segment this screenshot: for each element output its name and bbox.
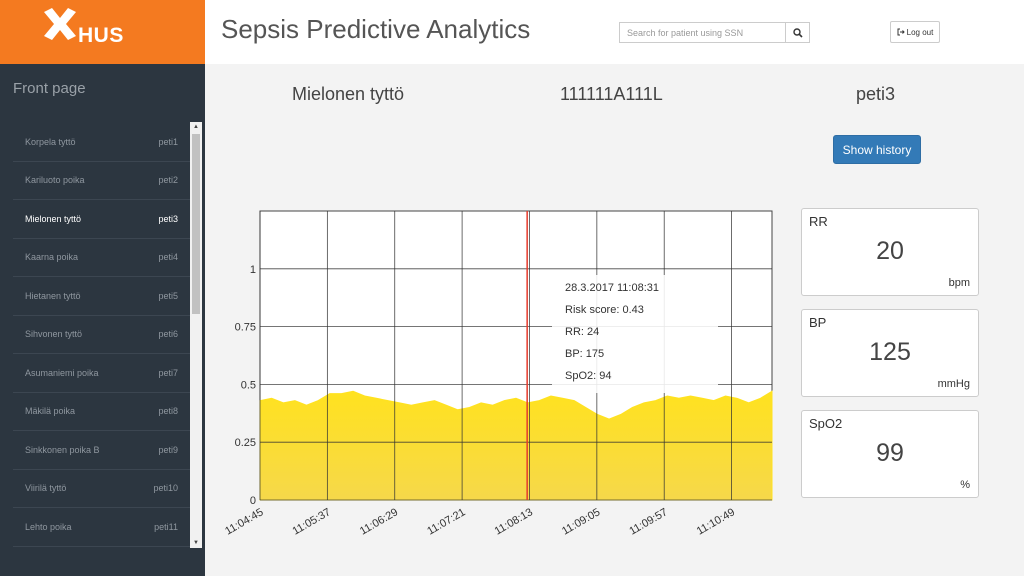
sidebar-patient-item[interactable]: Hietanen tyttö peti5 [13, 277, 190, 316]
vital-value: 125 [869, 338, 911, 366]
top-header: Sepsis Predictive Analytics Log out [205, 0, 1024, 64]
patient-list: Korpela tyttö peti1 Kariluoto poika peti2 Mi… [13, 123, 190, 547]
patient-item-name: Sihvonen tyttö [25, 329, 83, 340]
patient-item-bed: peti4 [158, 252, 178, 263]
vital-value: 20 [876, 237, 904, 265]
vital-value: 99 [876, 439, 904, 467]
sidebar-patient-item[interactable]: Kariluoto poika peti2 [13, 162, 190, 200]
sidebar: Front page [0, 64, 205, 576]
y-tick-label: 1 [250, 264, 256, 276]
hus-logo[interactable]: HUS [0, 0, 205, 64]
vital-unit: mmHg [937, 378, 970, 390]
sidebar-patient-item[interactable]: Korpela tyttö peti1 [13, 123, 190, 162]
x-tick-label: 11:06:29 [358, 506, 400, 537]
risk-score-area [259, 390, 773, 501]
vital-label: SpO2 [809, 416, 843, 431]
tooltip-spo2: SpO2: 94 [565, 370, 612, 382]
x-tick-label: 11:08:13 [493, 506, 535, 537]
y-tick-label: 0.75 [235, 322, 256, 334]
x-tick-label: 11:07:21 [425, 506, 467, 537]
vital-unit: bpm [948, 277, 970, 289]
patient-item-bed: peti8 [158, 406, 178, 417]
patient-item-bed: peti11 [154, 521, 178, 532]
show-history-button[interactable]: Show history [833, 135, 921, 164]
scroll-thumb[interactable] [192, 134, 200, 314]
patient-item-bed: peti6 [158, 329, 178, 340]
vital-card-spo2: SpO2 99 % [801, 410, 979, 498]
sidebar-patient-item[interactable]: Sihvonen tyttö peti6 [13, 316, 190, 354]
logout-button[interactable]: Log out [890, 21, 940, 43]
sidebar-patient-item[interactable]: Viirilä tyttö peti10 [13, 470, 190, 508]
logo-text: HUS [78, 24, 124, 47]
sidebar-patient-item[interactable]: Asumaniemi poika peti7 [13, 354, 190, 393]
patient-item-name: Korpela tyttö [25, 136, 76, 147]
patient-item-bed: peti2 [158, 175, 178, 186]
logout-icon [897, 28, 905, 36]
x-tick-label: 11:10:49 [695, 506, 737, 537]
patient-item-name: Kaarna poika [25, 252, 79, 263]
chart-tooltip: 28.3.2017 11:08:31 Risk score: 0.43 RR: … [552, 275, 718, 393]
tooltip-risk-score: Risk score: 0.43 [565, 304, 644, 316]
x-tick-label: 11:09:05 [560, 506, 602, 537]
hus-cross-icon [44, 8, 76, 40]
front-page-link[interactable]: Front page [13, 80, 86, 97]
y-tick-label: 0 [250, 495, 256, 507]
risk-score-chart[interactable]: 0 0.25 0.5 0.75 1 11:04:45 11:05:37 11:06:29 11:… [220, 200, 800, 550]
patient-item-name: Mielonen tyttö [25, 213, 82, 224]
patient-ssn: 111111A111L [560, 84, 663, 104]
sidebar-patient-item[interactable]: Sinkkonen poika B peti9 [13, 431, 190, 470]
vital-card-bp: BP 125 mmHg [801, 309, 979, 397]
scroll-up-arrow-icon[interactable]: ▲ [193, 124, 199, 130]
patient-bed: peti3 [856, 84, 896, 104]
x-tick-label: 11:04:45 [223, 506, 265, 537]
search-button[interactable] [785, 22, 810, 43]
tooltip-timestamp: 28.3.2017 11:08:31 [565, 282, 659, 294]
x-tick-label: 11:09:57 [627, 506, 669, 537]
scroll-down-arrow-icon[interactable]: ▼ [193, 540, 199, 546]
vital-card-rr: RR 20 bpm [801, 208, 979, 296]
patient-item-name: Kariluoto poika [25, 175, 85, 186]
patient-item-bed: peti5 [158, 290, 178, 301]
vital-label: RR [809, 214, 828, 229]
patient-item-name: Sinkkonen poika B [25, 444, 100, 455]
patient-item-bed: peti3 [158, 213, 178, 224]
search-bar [619, 22, 810, 43]
sidebar-patient-item[interactable]: Mäkilä poika peti8 [13, 393, 190, 431]
search-icon [792, 27, 803, 38]
patient-item-bed: peti9 [158, 444, 178, 455]
patient-item-name: Lehto poika [25, 521, 72, 532]
patient-list-scrollbar[interactable]: ▲ ▼ [190, 122, 202, 548]
y-tick-label: 0.25 [235, 437, 256, 449]
sidebar-patient-item[interactable]: Mielonen tyttö peti3 [13, 200, 190, 239]
sidebar-patient-item[interactable]: Lehto poika peti11 [13, 508, 190, 547]
patient-item-name: Hietanen tyttö [25, 290, 81, 301]
patient-item-name: Mäkilä poika [25, 406, 76, 417]
sidebar-patient-item[interactable]: Kaarna poika peti4 [13, 239, 190, 277]
vital-unit: % [960, 479, 970, 491]
app-title: Sepsis Predictive Analytics [221, 14, 531, 44]
vital-label: BP [809, 315, 827, 330]
patient-item-name: Asumaniemi poika [25, 367, 99, 378]
tooltip-bp: BP: 175 [565, 348, 605, 360]
tooltip-rr: RR: 24 [565, 326, 600, 338]
patient-item-bed: peti1 [158, 136, 178, 147]
patient-item-bed: peti10 [153, 483, 178, 494]
patient-item-bed: peti7 [158, 367, 178, 378]
x-tick-label: 11:05:37 [290, 506, 332, 537]
patient-name: Mielonen tyttö [292, 84, 405, 104]
logout-label: Log out [906, 27, 934, 37]
y-tick-label: 0.5 [241, 379, 256, 391]
ssn-search-input[interactable] [619, 22, 785, 43]
patient-item-name: Viirilä tyttö [25, 483, 67, 494]
